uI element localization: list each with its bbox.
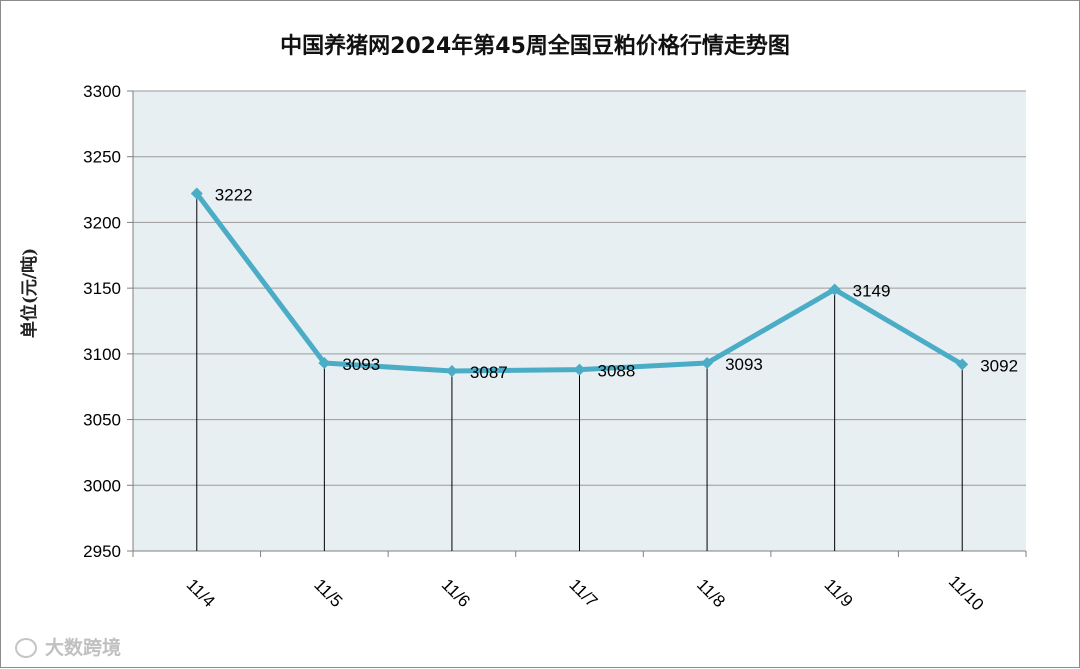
- data-point: [701, 357, 714, 370]
- pig-logo-icon: [13, 636, 39, 658]
- x-tick-label: 11/8: [693, 575, 729, 611]
- x-tick-label: 11/5: [310, 575, 346, 611]
- data-point: [190, 187, 203, 200]
- data-label: 3222: [215, 186, 253, 205]
- y-tick-label: 2950: [83, 542, 121, 561]
- chart-title: 中国养猪网2024年第45周全国豆粕价格行情走势图: [280, 33, 790, 59]
- data-label: 3087: [470, 363, 508, 382]
- data-point: [956, 358, 969, 371]
- x-tick-label: 11/6: [438, 575, 474, 611]
- data-point: [318, 357, 331, 370]
- y-tick-label: 3000: [83, 476, 121, 495]
- y-tick-label: 3250: [83, 148, 121, 167]
- x-tick-label: 11/4: [183, 575, 219, 611]
- data-label: 3092: [980, 356, 1018, 375]
- data-label: 3088: [598, 362, 636, 381]
- data-point: [445, 364, 458, 377]
- data-point: [828, 283, 841, 296]
- data-label: 3149: [853, 281, 891, 300]
- y-tick-label: 3300: [83, 82, 121, 101]
- y-tick-label: 3050: [83, 411, 121, 430]
- y-axis-label: 单位(元/吨): [19, 248, 40, 338]
- y-tick-label: 3100: [83, 345, 121, 364]
- y-tick-label: 3200: [83, 213, 121, 232]
- watermark: 大数跨境: [13, 633, 121, 660]
- x-tick-label: 11/10: [945, 572, 988, 615]
- watermark-text: 大数跨境: [45, 637, 122, 659]
- x-tick-label: 11/7: [565, 575, 601, 611]
- data-label: 3093: [725, 355, 763, 374]
- data-label: 3093: [342, 355, 380, 374]
- x-tick-label: 11/9: [821, 575, 857, 611]
- data-point: [573, 363, 586, 376]
- y-tick-label: 3150: [83, 279, 121, 298]
